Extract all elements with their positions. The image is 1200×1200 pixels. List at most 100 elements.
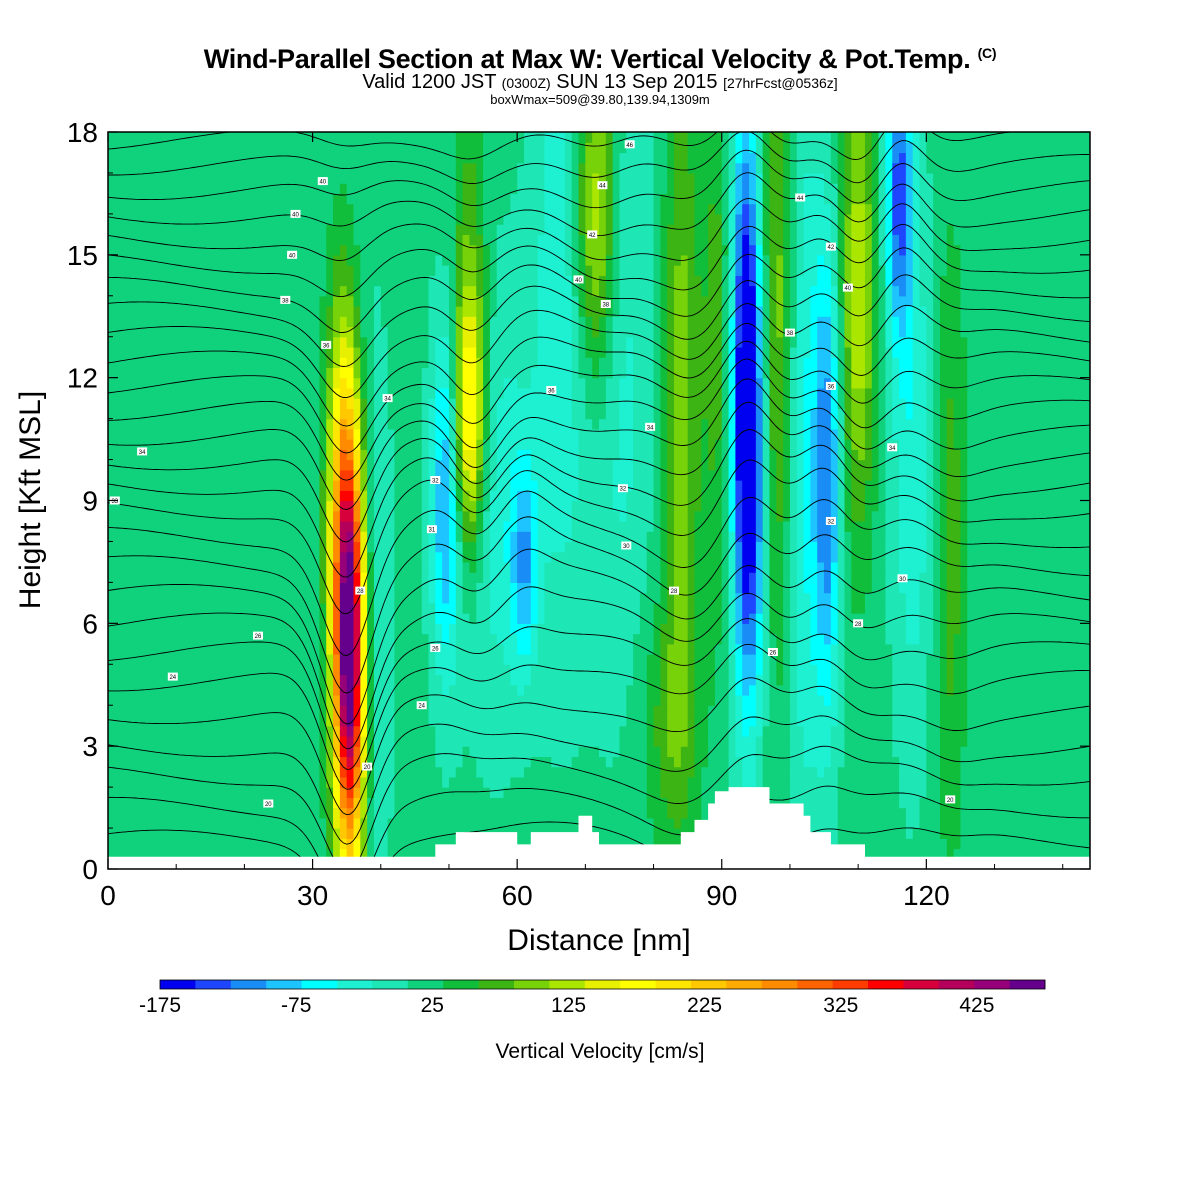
w-cell bbox=[155, 787, 164, 798]
w-cell bbox=[803, 520, 811, 532]
w-cell bbox=[210, 746, 218, 758]
w-cell bbox=[264, 531, 273, 543]
w-cell bbox=[544, 735, 552, 747]
w-cell bbox=[442, 541, 450, 553]
w-cell bbox=[701, 623, 709, 635]
w-cell bbox=[769, 684, 777, 696]
w-cell bbox=[735, 551, 743, 563]
w-cell bbox=[919, 592, 927, 604]
w-cell bbox=[142, 613, 150, 624]
w-cell bbox=[701, 643, 709, 655]
w-cell bbox=[544, 623, 552, 635]
w-cell bbox=[953, 725, 962, 737]
w-cell bbox=[905, 643, 914, 655]
w-cell bbox=[933, 715, 941, 727]
w-cell bbox=[878, 817, 887, 829]
w-cell bbox=[1069, 807, 1077, 819]
w-cell bbox=[667, 561, 675, 573]
w-cell bbox=[994, 592, 1002, 604]
w-cell bbox=[987, 633, 996, 645]
w-cell bbox=[435, 705, 443, 717]
w-cell bbox=[837, 797, 846, 809]
w-cell bbox=[108, 572, 116, 583]
w-cell bbox=[326, 602, 334, 614]
w-cell bbox=[298, 582, 307, 594]
w-cell bbox=[599, 643, 607, 655]
w-cell bbox=[496, 510, 505, 522]
w-cell bbox=[858, 735, 866, 747]
w-cell bbox=[353, 684, 361, 696]
w-cell bbox=[401, 633, 409, 645]
w-cell bbox=[578, 623, 586, 635]
w-cell bbox=[326, 572, 334, 583]
w-cell bbox=[612, 643, 621, 655]
w-cell bbox=[714, 756, 723, 768]
w-cell bbox=[980, 705, 989, 717]
w-cell bbox=[974, 735, 982, 747]
w-cell bbox=[558, 705, 566, 717]
w-cell bbox=[476, 787, 484, 798]
w-cell bbox=[258, 705, 266, 717]
w-cell bbox=[455, 623, 464, 635]
w-cell bbox=[544, 551, 552, 563]
w-cell bbox=[1062, 735, 1071, 747]
w-cell bbox=[605, 735, 614, 747]
w-cell bbox=[892, 531, 900, 543]
w-cell bbox=[414, 541, 423, 553]
w-cell bbox=[1021, 848, 1030, 860]
w-cell bbox=[367, 572, 375, 583]
w-cell bbox=[251, 572, 259, 583]
w-cell bbox=[919, 797, 927, 809]
w-cell bbox=[933, 623, 941, 635]
w-cell bbox=[728, 654, 736, 665]
w-cell bbox=[319, 797, 327, 809]
w-cell bbox=[496, 735, 505, 747]
w-cell bbox=[755, 520, 764, 532]
w-cell bbox=[401, 684, 409, 696]
w-cell bbox=[796, 633, 805, 645]
w-cell bbox=[967, 817, 975, 829]
w-cell bbox=[953, 602, 962, 614]
w-cell bbox=[912, 592, 921, 604]
w-cell bbox=[401, 551, 409, 563]
w-cell bbox=[305, 561, 314, 573]
w-cell bbox=[701, 776, 709, 788]
w-cell bbox=[483, 817, 491, 829]
w-cell bbox=[599, 510, 607, 522]
w-cell bbox=[442, 572, 450, 583]
w-cell bbox=[667, 654, 675, 665]
w-cell bbox=[1028, 582, 1037, 594]
w-cell bbox=[605, 520, 614, 532]
w-cell bbox=[189, 674, 198, 686]
w-cell bbox=[312, 551, 320, 563]
w-cell bbox=[789, 725, 798, 737]
w-cell bbox=[899, 643, 907, 655]
w-cell bbox=[674, 654, 682, 665]
w-cell bbox=[592, 705, 600, 717]
w-cell bbox=[196, 828, 205, 839]
w-cell bbox=[728, 664, 736, 676]
w-cell bbox=[142, 510, 150, 522]
w-cell bbox=[333, 643, 341, 655]
w-cell bbox=[912, 643, 921, 655]
w-cell bbox=[298, 520, 307, 532]
w-cell bbox=[319, 817, 327, 829]
w-cell bbox=[755, 776, 764, 788]
w-cell bbox=[292, 531, 300, 543]
w-cell bbox=[148, 531, 157, 543]
w-cell bbox=[1014, 838, 1023, 850]
w-cell bbox=[551, 654, 559, 665]
w-cell bbox=[824, 694, 832, 706]
w-cell bbox=[217, 623, 225, 635]
w-cell bbox=[387, 592, 396, 604]
w-cell bbox=[735, 541, 743, 553]
w-cell bbox=[292, 807, 300, 819]
w-cell bbox=[939, 797, 948, 809]
w-cell bbox=[176, 654, 184, 665]
w-cell bbox=[571, 807, 580, 819]
w-cell bbox=[837, 531, 846, 543]
w-cell bbox=[196, 592, 205, 604]
w-cell bbox=[251, 807, 259, 819]
w-cell bbox=[421, 705, 430, 717]
w-cell bbox=[878, 531, 887, 543]
